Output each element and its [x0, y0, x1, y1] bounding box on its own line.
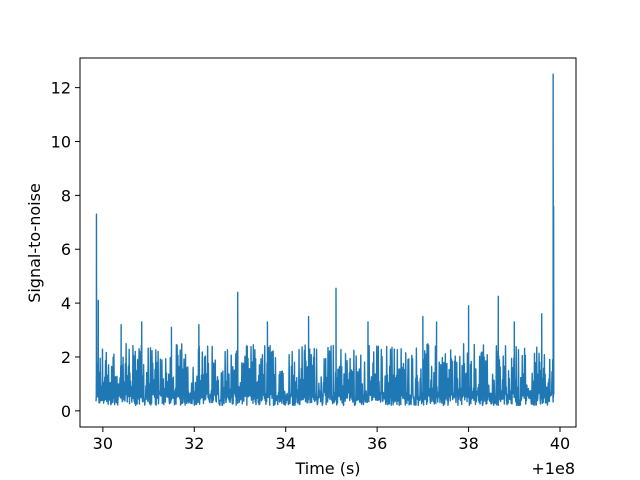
axes-frame [79, 57, 577, 428]
y-tick-label: 8 [61, 186, 71, 205]
x-axis-ticks: 30 32 34 36 38 40 [93, 427, 570, 453]
y-tick-label: 0 [61, 402, 71, 421]
y-tick-label: 12 [51, 79, 71, 98]
plot-area [79, 57, 577, 428]
x-axis-offset-label: +1e8 [531, 459, 575, 478]
x-tick-label: 34 [276, 434, 296, 453]
y-tick-label: 10 [51, 132, 71, 151]
x-tick-label: 36 [367, 434, 387, 453]
series-line-group [95, 73, 555, 407]
y-axis-ticks: 0 2 4 6 8 10 12 [51, 79, 80, 421]
x-tick-label: 30 [93, 434, 113, 453]
x-axis-label: Time (s) [294, 459, 360, 478]
y-tick-label: 2 [61, 348, 71, 367]
x-tick-label: 38 [458, 434, 478, 453]
y-tick-label: 4 [61, 294, 71, 313]
y-axis-label: Signal-to-noise [25, 183, 44, 303]
x-tick-label: 40 [550, 434, 570, 453]
x-tick-label: 32 [184, 434, 204, 453]
series-line [95, 73, 555, 407]
y-tick-label: 6 [61, 240, 71, 259]
